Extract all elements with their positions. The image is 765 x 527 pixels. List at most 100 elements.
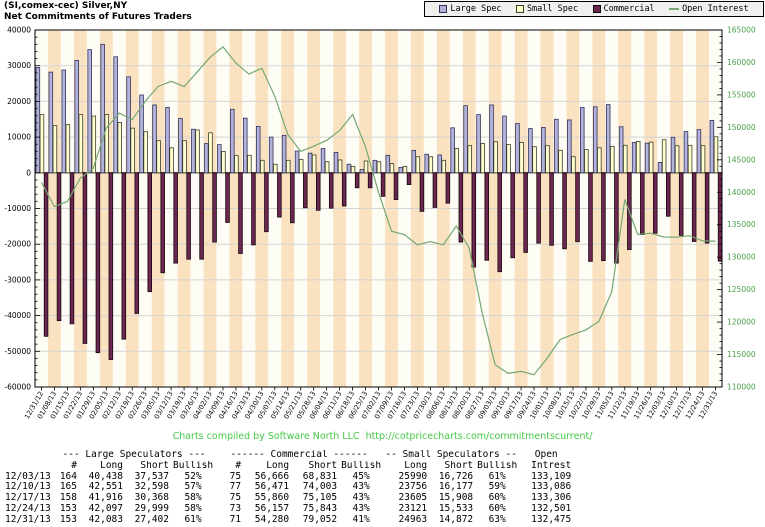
bar-small-spec — [260, 159, 265, 174]
bar-small-spec — [65, 124, 71, 174]
table-column-header: # — [235, 460, 242, 471]
table-column-header: Long — [100, 460, 123, 471]
bar-small-spec — [221, 150, 226, 174]
bar-small-spec — [700, 145, 706, 174]
bar-large-spec — [683, 131, 689, 174]
table-cell: 15,533 — [438, 503, 474, 514]
table-column-header: Bullish — [341, 460, 382, 471]
table-cell: 25990 — [398, 471, 428, 482]
table-cell: 79,052 — [302, 514, 338, 525]
table-cell: 52% — [184, 471, 202, 482]
small-spec-swatch-icon — [515, 5, 524, 13]
bar-small-spec — [195, 129, 200, 174]
bar-large-spec — [268, 136, 274, 174]
bar-small-spec — [493, 141, 498, 174]
bar-large-spec — [463, 105, 468, 174]
bar-commercial — [419, 172, 425, 212]
bar-large-spec — [554, 118, 559, 174]
table-cell: 23756 — [398, 482, 428, 493]
table-cell: 165 — [59, 482, 77, 493]
bar-small-spec — [130, 127, 135, 174]
x-axis-labels: 12/31/1201/08/1301/15/1301/22/1301/29/13… — [23, 390, 719, 420]
table-cell: 32,598 — [134, 482, 169, 493]
bar-small-spec — [519, 142, 524, 174]
chart-legend: Large Spec Small Spec Commercial Open In… — [424, 1, 764, 17]
table-cell: 42,551 — [88, 482, 123, 493]
bar-commercial — [665, 172, 671, 217]
bar-commercial — [432, 172, 438, 208]
table-cell: 23121 — [398, 503, 428, 514]
legend-label: Open Interest — [682, 4, 749, 14]
footer-credit: Charts compiled by Software North LLC ht… — [172, 431, 593, 442]
bar-commercial — [160, 172, 165, 274]
table-column-header: # — [71, 460, 77, 471]
table-column-header: Short — [444, 460, 474, 471]
bar-small-spec — [273, 163, 278, 174]
bar-large-spec — [152, 104, 157, 174]
table-cell: 56,157 — [254, 503, 290, 514]
legend-item-small-spec: Small Spec — [515, 4, 578, 14]
table-group-header: -- Small Speculators -- — [385, 450, 517, 460]
table-cell: 16,726 — [438, 471, 474, 482]
bar-large-spec — [605, 104, 611, 174]
bar-large-spec — [242, 117, 248, 174]
bar-large-spec — [307, 152, 313, 174]
bar-commercial — [653, 172, 658, 234]
bar-small-spec — [441, 159, 447, 174]
bar-small-spec — [337, 159, 343, 174]
bar-large-spec — [333, 152, 339, 174]
y-axis-label-left: -60000 — [4, 383, 31, 392]
row-date: 12/24/13 — [5, 503, 51, 514]
table-cell: 153 — [59, 503, 77, 514]
commercial-swatch-icon — [592, 5, 601, 13]
bar-large-spec — [709, 119, 715, 174]
bar-large-spec — [385, 154, 391, 174]
bar-large-spec — [657, 162, 663, 174]
y-axis-label-left: 10000 — [7, 133, 31, 142]
table-row: 12/17/13 158 41,916 30,368 58% 75 55,860 75,105… — [3, 493, 573, 504]
bar-commercial — [380, 172, 386, 197]
bar-commercial — [108, 172, 114, 360]
y-axis-label-left: -50000 — [4, 347, 31, 356]
bar-large-spec — [281, 134, 287, 174]
bar-small-spec — [208, 132, 213, 174]
y-axis-label-right: 165000 — [727, 26, 756, 35]
bar-commercial — [173, 172, 178, 264]
table-cell: 14,872 — [438, 514, 474, 525]
bar-small-spec — [91, 115, 97, 174]
bar-small-spec — [532, 146, 537, 174]
table-cell: 133,109 — [531, 471, 572, 482]
bar-large-spec — [87, 49, 92, 174]
table-column-header: Intrest — [531, 460, 572, 471]
bar-small-spec — [143, 131, 148, 174]
table-cell: 30,368 — [134, 493, 169, 504]
table-row: 12/10/13 165 42,551 32,598 57% 77 56,471 74,003… — [3, 482, 573, 493]
bar-large-spec — [294, 150, 300, 174]
bar-commercial — [484, 172, 490, 261]
bar-commercial — [704, 172, 710, 244]
y-axis-label-left: -20000 — [4, 240, 31, 249]
table-column-header: Short — [140, 460, 169, 471]
bar-large-spec — [35, 67, 41, 174]
table-cell: 77 — [229, 482, 242, 493]
table-cell: 15,908 — [438, 493, 474, 504]
table-cell: 43% — [352, 493, 370, 504]
bar-small-spec — [674, 145, 680, 174]
legend-item-commercial: Commercial — [592, 4, 655, 14]
bar-large-spec — [567, 119, 572, 174]
axis-ticks — [35, 29, 722, 391]
bar-small-spec — [415, 156, 421, 174]
y-axis-label-right: 140000 — [727, 188, 756, 197]
bar-large-spec — [165, 107, 170, 174]
table-cell: 40,438 — [88, 471, 123, 482]
y-axis-label-right: 115000 — [727, 350, 756, 359]
bar-commercial — [445, 172, 451, 204]
bar-commercial — [549, 172, 554, 246]
bar-commercial — [277, 172, 282, 218]
bar-small-spec — [402, 165, 408, 174]
table-cell: 164 — [59, 471, 77, 482]
bar-small-spec — [247, 154, 252, 174]
bar-small-spec — [454, 148, 459, 174]
y-axis-left-labels: -60000 -50000 -40000 -30000 -20000 -10000 0 100… — [4, 26, 31, 392]
bar-large-spec — [528, 128, 533, 174]
